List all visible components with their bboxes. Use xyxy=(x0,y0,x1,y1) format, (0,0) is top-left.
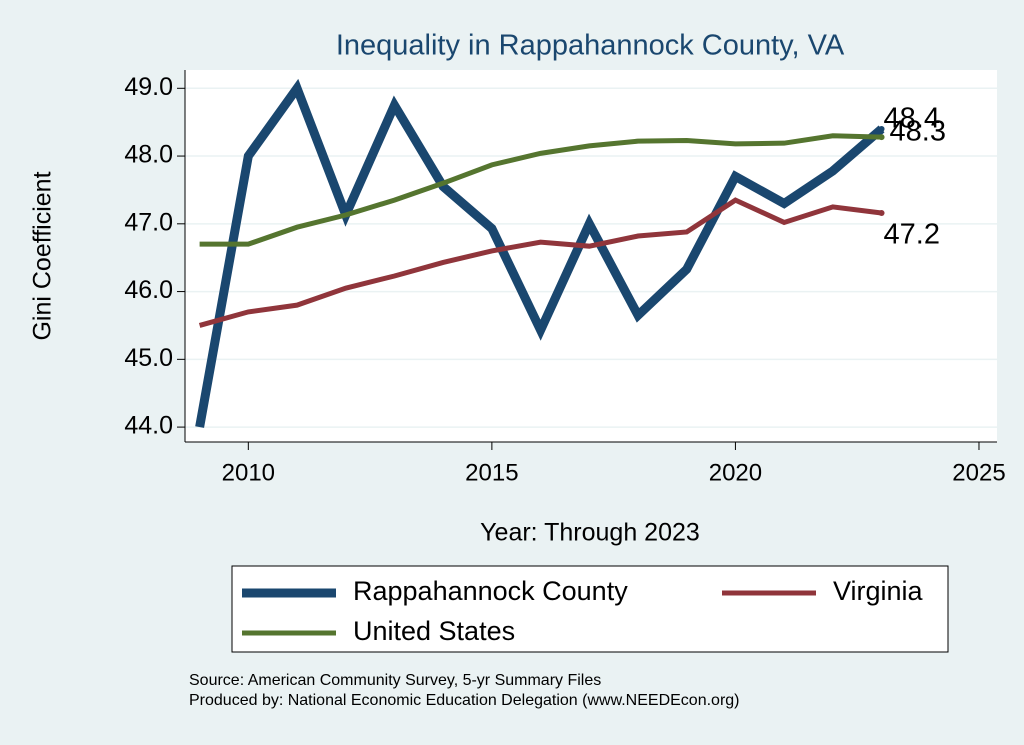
end-point xyxy=(878,209,885,216)
source-note: Source: American Community Survey, 5-yr … xyxy=(189,672,601,689)
x-tick-label: 2010 xyxy=(222,459,275,486)
x-tick-label: 2015 xyxy=(465,459,518,486)
y-tick-label: 44.0 xyxy=(124,412,173,440)
value-label: 48.4 xyxy=(884,103,940,135)
plot-area xyxy=(185,70,997,442)
y-tick-label: 47.0 xyxy=(124,208,173,236)
end-point xyxy=(878,125,885,132)
value-label: 48.3 xyxy=(890,116,946,148)
series-line xyxy=(198,197,882,328)
y-tick-label: 45.0 xyxy=(124,344,173,372)
x-tick-label: 2025 xyxy=(952,459,1005,486)
legend-label: Virginia xyxy=(833,576,924,606)
legend xyxy=(231,565,949,653)
series-line xyxy=(195,78,885,428)
series-line xyxy=(199,133,882,247)
y-tick-label: 46.0 xyxy=(124,276,173,304)
x-axis-label: Year: Through 2023 xyxy=(480,519,700,547)
value-label: 47.2 xyxy=(884,219,940,251)
legend-label: Rappahannock County xyxy=(353,576,628,606)
chart-title: Inequality in Rappahannock County, VA xyxy=(336,30,845,62)
legend-label: United States xyxy=(353,616,515,646)
x-tick-label: 2020 xyxy=(709,459,762,486)
y-tick-label: 49.0 xyxy=(124,73,173,101)
producer-note: Produced by: National Economic Education… xyxy=(189,692,740,709)
y-tick-label: 48.0 xyxy=(124,141,173,169)
y-axis-label: Gini Coefficient xyxy=(29,171,57,340)
end-point xyxy=(878,134,885,141)
